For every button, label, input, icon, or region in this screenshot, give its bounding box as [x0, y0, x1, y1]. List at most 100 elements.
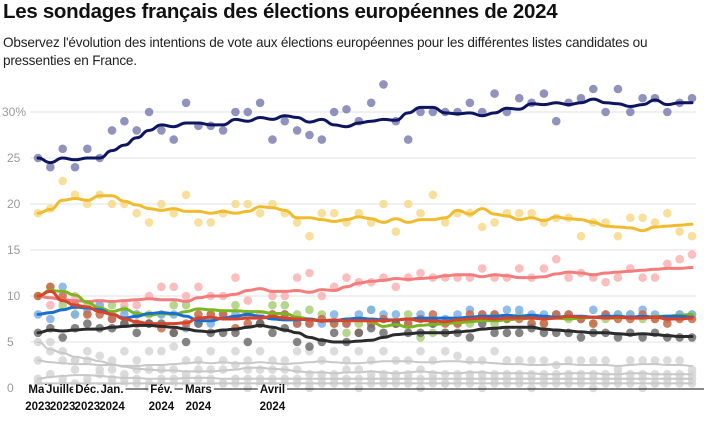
poll-point	[70, 162, 80, 172]
poll-point	[169, 342, 179, 351]
poll-point	[514, 264, 524, 273]
poll-point	[231, 346, 240, 356]
poll-point	[539, 319, 549, 328]
poll-point	[638, 273, 647, 282]
x-tick-label: Fév.	[150, 384, 172, 396]
poll-point	[95, 369, 104, 379]
poll-point	[576, 93, 586, 103]
poll-point	[477, 222, 487, 232]
tick-label-background	[98, 385, 126, 393]
poll-point	[231, 300, 240, 310]
poll-point	[169, 208, 179, 218]
poll-point	[231, 199, 240, 209]
poll-point	[379, 80, 388, 89]
y-tick-label: 15	[7, 243, 21, 257]
tick-label-background	[44, 385, 82, 393]
poll-point	[292, 346, 302, 356]
poll-point	[687, 93, 697, 103]
poll-point	[194, 282, 203, 292]
poll-point	[206, 218, 216, 227]
poll-point	[181, 98, 191, 108]
poll-point	[477, 264, 487, 273]
poll-point	[255, 365, 265, 374]
poll-point	[305, 369, 314, 379]
poll-point	[576, 333, 586, 342]
poll-point	[588, 305, 598, 315]
poll-point	[354, 383, 364, 393]
trend-line	[36, 323, 694, 344]
poll-point	[58, 282, 67, 292]
poll-point	[305, 305, 314, 315]
poll-point	[292, 273, 302, 282]
poll-point	[194, 365, 203, 374]
poll-point	[280, 291, 290, 301]
poll-point	[280, 300, 290, 310]
poll-point	[46, 314, 55, 324]
poll-point	[169, 328, 179, 338]
poll-point	[255, 208, 265, 218]
series-dots	[33, 176, 697, 241]
poll-point	[354, 328, 364, 338]
trend-line	[36, 194, 694, 233]
poll-point	[329, 346, 339, 356]
poll-point	[243, 337, 253, 347]
poll-point	[366, 305, 376, 315]
poll-point	[305, 231, 314, 241]
poll-point	[144, 346, 154, 356]
poll-point	[564, 356, 573, 365]
tick-label-background	[73, 385, 102, 393]
poll-point	[366, 356, 376, 365]
poll-point	[317, 135, 327, 144]
poll-point	[551, 254, 561, 264]
poll-point	[107, 300, 117, 310]
poll-point	[231, 273, 240, 282]
poll-point	[95, 351, 104, 361]
poll-point	[626, 213, 635, 223]
poll-point	[477, 356, 487, 365]
poll-point	[280, 356, 290, 365]
poll-point	[132, 126, 142, 135]
poll-point	[588, 383, 598, 393]
poll-point	[416, 383, 425, 393]
y-tick-label: 5	[7, 335, 14, 349]
poll-point	[490, 346, 499, 356]
poll-point	[490, 218, 499, 227]
poll-point	[157, 346, 166, 356]
poll-point	[539, 89, 549, 98]
poll-point	[551, 116, 561, 126]
poll-point	[107, 199, 117, 209]
poll-point	[144, 218, 154, 227]
y-tick-label: 10	[7, 289, 21, 303]
poll-point	[650, 273, 660, 282]
poll-point	[83, 310, 92, 319]
poll-point	[403, 135, 413, 144]
poll-point	[46, 337, 55, 347]
x-tick-year: 2023	[50, 401, 76, 413]
poll-point	[527, 356, 536, 365]
chart-title: Les sondages français des élections euro…	[3, 0, 558, 23]
poll-point	[194, 218, 203, 227]
y-tick-label: 20	[7, 197, 21, 211]
poll-point	[675, 356, 684, 365]
poll-point	[490, 89, 499, 98]
trend-line	[36, 97, 694, 165]
poll-point	[268, 135, 277, 144]
poll-point	[317, 208, 327, 218]
poll-point	[576, 356, 586, 365]
tick-label-background	[257, 385, 288, 393]
poll-point	[218, 126, 228, 135]
poll-point	[132, 300, 142, 310]
poll-point	[194, 356, 203, 365]
poll-point	[428, 310, 438, 319]
poll-point	[292, 337, 302, 347]
poll-point	[305, 130, 314, 140]
poll-point	[601, 107, 610, 117]
poll-point	[514, 93, 524, 103]
poll-point	[613, 231, 623, 241]
x-tick-year: 2024	[260, 401, 286, 413]
poll-point	[428, 190, 438, 200]
poll-point	[440, 218, 450, 227]
poll-point	[403, 310, 413, 319]
poll-point	[243, 365, 253, 374]
